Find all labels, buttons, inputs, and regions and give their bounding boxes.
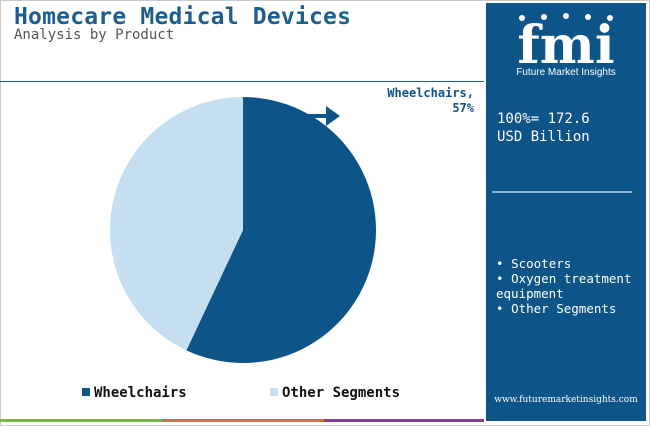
bottom-strip-orange — [162, 419, 324, 422]
logo-caption: Future Market Insights — [516, 67, 616, 78]
pie-slice-wheelchairs — [186, 97, 377, 363]
pie-slice-other-segments — [110, 97, 243, 351]
bottom-strip-purple — [324, 419, 484, 422]
callout-line-2: 57% — [452, 101, 474, 115]
chart-subtitle: Analysis by Product — [14, 27, 175, 43]
chart-legend: Wheelchairs Other Segments — [0, 385, 484, 405]
list-item-scooters: Scooters — [496, 256, 641, 271]
logo-figures-icon — [519, 13, 613, 21]
legend-item-other-segments: Other Segments — [270, 385, 400, 401]
legend-label-other-segments: Other Segments — [282, 385, 401, 401]
fmi-logo: fmi — [517, 13, 615, 76]
other-segments-list: Scooters Oxygen treatment equipment Othe… — [496, 256, 641, 316]
callout-arrow — [303, 106, 340, 126]
bottom-strip-green — [0, 419, 162, 422]
legend-swatch-other-segments — [270, 388, 278, 396]
legend-item-wheelchairs: Wheelchairs — [82, 385, 187, 401]
chart-title: Homecare Medical Devices — [14, 4, 352, 30]
list-item-oxygen-treatment-equipment: Oxygen treatment equipment — [496, 271, 641, 301]
market-total-value: 100%= 172.6 — [497, 111, 590, 127]
legend-label-wheelchairs: Wheelchairs — [94, 385, 187, 401]
website-link[interactable]: www.futuremarketinsights.com — [494, 395, 638, 405]
market-total: 100%= 172.6 USD Billion — [497, 110, 642, 146]
logo-text: fmi — [517, 15, 614, 76]
legend-swatch-wheelchairs — [82, 388, 90, 396]
list-item-other-segments: Other Segments — [496, 301, 641, 316]
panel-divider — [492, 191, 632, 193]
info-panel: fmi Future Market Insights 100%= 172.6 U… — [486, 3, 646, 421]
callout-line-1: Wheelchairs, — [387, 86, 474, 100]
title-divider — [0, 81, 484, 82]
market-total-unit: USD Billion — [497, 129, 590, 145]
pie-chart — [110, 97, 377, 363]
pie-slices — [110, 97, 377, 363]
wheelchairs-callout-label: Wheelchairs, 57% — [364, 86, 474, 116]
